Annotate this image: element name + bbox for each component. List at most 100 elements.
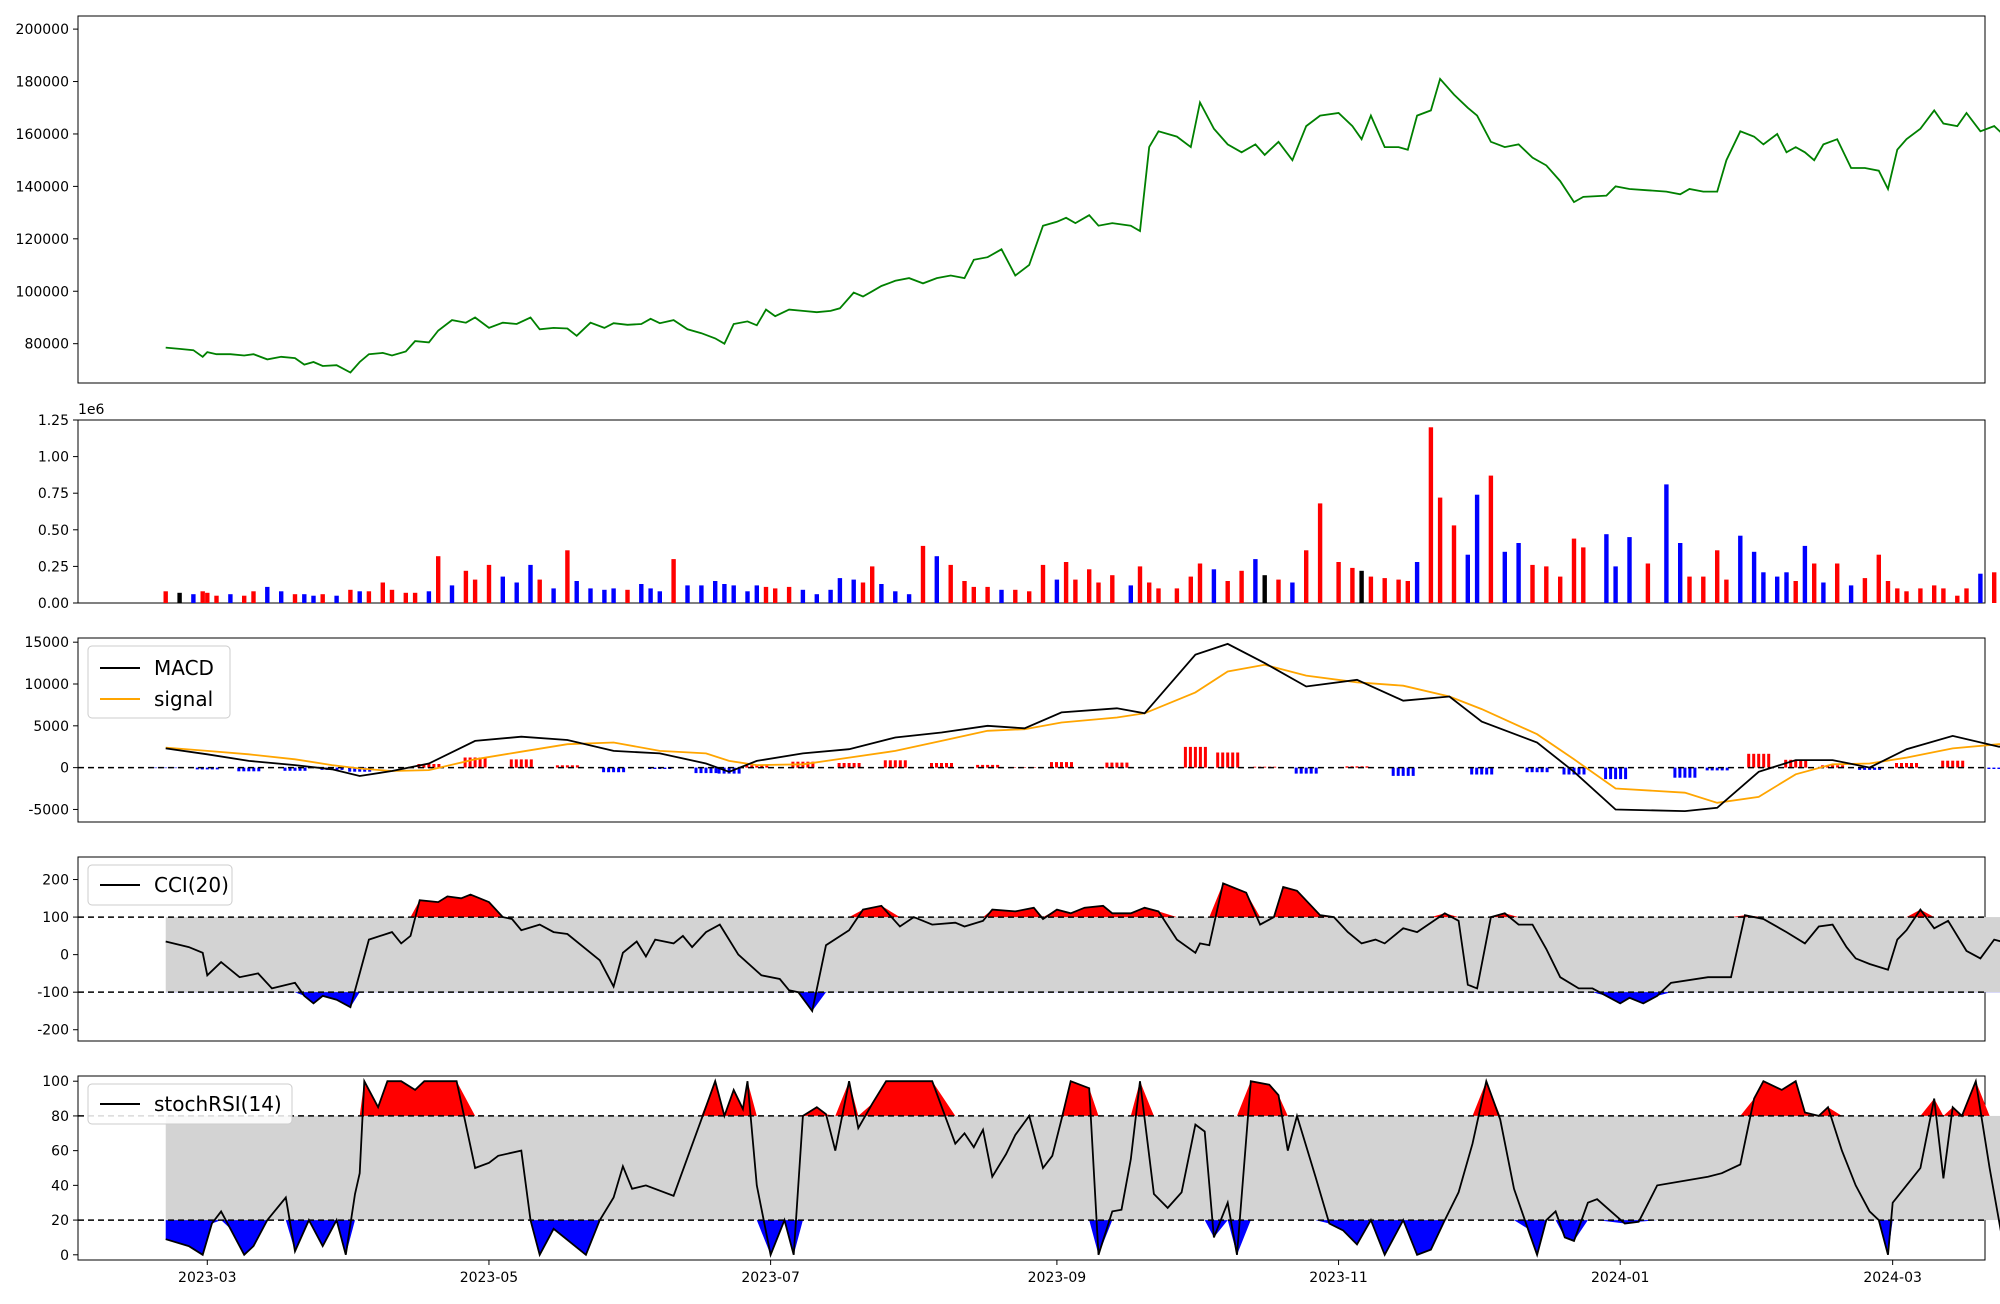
volume-bar (1978, 574, 1982, 603)
macd-histogram-bar (1961, 761, 1964, 768)
macd-histogram-bar (174, 768, 177, 769)
y-tick-label: 0 (60, 761, 69, 777)
price-y-axis: 8000010000012000014000016000018000020000… (16, 22, 78, 353)
volume-bar (1646, 564, 1650, 604)
y-tick-label: 1.25 (38, 413, 69, 429)
macd-histogram-bar (884, 760, 887, 767)
volume-bar (658, 591, 662, 603)
volume-bar (251, 591, 255, 603)
y-tick-label: 10000 (24, 677, 69, 693)
volume-bar (302, 594, 306, 603)
volume-bar (565, 550, 569, 603)
x-tick-label: 2023-07 (741, 1270, 800, 1286)
volume-bar (1064, 562, 1068, 603)
macd-histogram-bar (484, 758, 487, 768)
volume-bar (214, 596, 218, 603)
volume-bar (427, 591, 431, 603)
macd-histogram-bar (1295, 768, 1298, 774)
volume-bar (1212, 569, 1216, 603)
volume-bar (962, 581, 966, 603)
macd-histogram-bar (1767, 754, 1770, 768)
macd-histogram-bar (889, 760, 892, 767)
y-tick-label: -200 (37, 1023, 69, 1039)
y-tick-label: -5000 (28, 802, 69, 818)
volume-bar (1013, 590, 1017, 603)
volume-bar (1904, 591, 1908, 603)
volume-bar (1863, 578, 1867, 603)
volume-bar (1466, 555, 1470, 603)
volume-bar (699, 585, 703, 603)
y-tick-label: 160000 (16, 127, 69, 143)
volume-bar (1530, 565, 1534, 603)
volume-bar (1198, 564, 1202, 604)
volume-bar (870, 566, 874, 603)
volume-bar (999, 590, 1003, 603)
volume-bar (1558, 577, 1562, 603)
volume-bar (1189, 577, 1193, 603)
volume-frame (78, 420, 1985, 603)
y-tick-label: 0 (60, 1248, 69, 1264)
volume-bar (1821, 583, 1825, 604)
macd-histogram-bar (1189, 747, 1192, 768)
volume-bar (639, 584, 643, 603)
macd-histogram-bar (530, 759, 533, 767)
volume-bars (164, 427, 2000, 603)
volume-bar (801, 590, 805, 603)
volume-bar (787, 587, 791, 603)
macd-histogram-bar (1895, 763, 1898, 768)
macd-histogram-bar (1987, 768, 1990, 769)
macd-histogram-bar (1315, 768, 1318, 774)
macd-histogram-bar (1115, 763, 1118, 768)
legend-label: stochRSI(14) (154, 1092, 282, 1116)
volume-bar (1147, 583, 1151, 604)
volume-bar (1304, 550, 1308, 603)
volume-bar (334, 596, 338, 603)
macd-histogram-bar (1480, 768, 1483, 775)
macd-histogram-bar (1688, 768, 1691, 778)
volume-bar (1877, 555, 1881, 603)
volume-bar (311, 596, 315, 603)
volume-bar (279, 591, 283, 603)
macd-histogram-bar (1604, 768, 1607, 780)
volume-bar (1253, 559, 1257, 603)
macd-histogram-bar (1065, 762, 1068, 768)
macd-frame (78, 638, 1985, 822)
volume-bar (390, 590, 394, 603)
volume-bar (1613, 566, 1617, 603)
volume-bar (358, 591, 362, 603)
macd-histogram-bar (1407, 768, 1410, 776)
volume-bar (1964, 588, 1968, 603)
macd-histogram-bar (1905, 763, 1908, 768)
volume-bar (367, 591, 371, 603)
macd-histogram-bar (1184, 747, 1187, 768)
volume-bar (1761, 572, 1765, 603)
volume-bar (1129, 585, 1133, 603)
volume-bar (450, 585, 454, 603)
volume-bar (1290, 583, 1294, 604)
volume-bar (1627, 537, 1631, 603)
volume-bar (949, 565, 953, 603)
volume-bar (1055, 580, 1059, 603)
y-tick-label: 0.00 (38, 596, 69, 612)
volume-bar (625, 590, 629, 603)
macd-histogram-bar (705, 768, 708, 774)
volume-bar (732, 585, 736, 603)
x-tick-label: 2024-03 (1863, 1270, 1922, 1286)
macd-histogram-bar (945, 763, 948, 768)
macd-histogram-bar (1563, 768, 1566, 775)
macd-histogram-bar (1125, 763, 1128, 768)
macd-histogram-bar (1956, 761, 1959, 768)
macd-histogram-bar (1583, 768, 1586, 775)
volume-bar (1752, 552, 1756, 603)
macd-histogram-bar (700, 768, 703, 774)
volume-bar (1775, 577, 1779, 603)
volume-bar (515, 583, 519, 604)
volume-bar (1110, 575, 1114, 603)
volume-bar (985, 587, 989, 603)
volume-bar (1276, 580, 1280, 603)
macd-histogram-bar (1946, 761, 1949, 768)
